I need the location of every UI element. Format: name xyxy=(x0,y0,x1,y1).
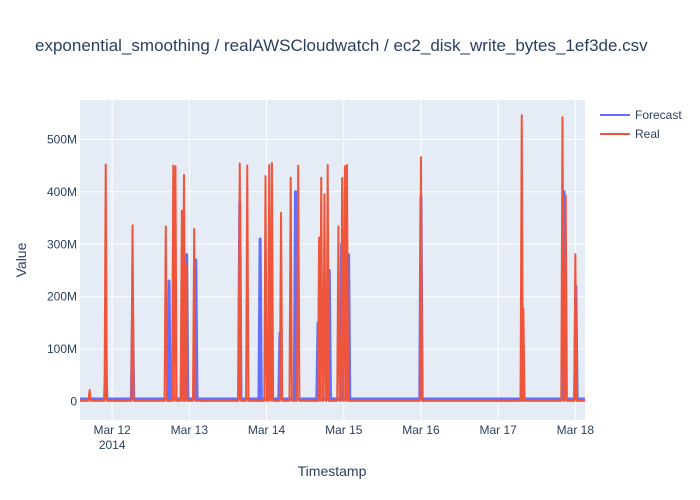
y-tick-label: 400M xyxy=(47,185,77,199)
data-point-real xyxy=(327,164,329,166)
x-tick-label: Mar 16 xyxy=(402,423,440,437)
y-tick-label: 300M xyxy=(47,237,77,251)
legend-label-real: Real xyxy=(635,127,660,141)
data-point-real xyxy=(239,162,241,165)
data-point-real xyxy=(521,114,523,116)
x-tick-label: Mar 14 xyxy=(248,423,286,437)
data-point-forecast xyxy=(294,191,297,193)
data-point-forecast xyxy=(186,254,188,256)
data-point-real xyxy=(193,228,195,230)
y-tick-label: 0 xyxy=(70,395,77,409)
data-point-real xyxy=(271,162,273,164)
data-point-real xyxy=(297,164,299,167)
x-tick-label: Mar 13 xyxy=(171,423,209,437)
x-tick-label: Mar 12 xyxy=(93,423,131,437)
data-point-forecast xyxy=(168,280,170,282)
data-point-real xyxy=(185,263,187,265)
data-point-real xyxy=(181,210,183,212)
data-point-real xyxy=(565,194,567,197)
plot-background xyxy=(80,100,585,420)
data-point-real xyxy=(318,236,320,239)
data-point-real xyxy=(280,212,282,214)
y-tick-label: 500M xyxy=(47,132,77,146)
series-line-real xyxy=(80,114,585,402)
data-point-real xyxy=(574,253,576,255)
series-layer xyxy=(80,114,585,402)
data-point-real xyxy=(290,177,292,179)
data-point-real xyxy=(246,164,248,167)
data-point-real xyxy=(172,164,174,167)
data-point-real xyxy=(420,156,422,158)
data-point-forecast xyxy=(195,259,197,261)
data-point-real xyxy=(183,174,185,176)
data-point-forecast xyxy=(259,238,261,240)
data-point-real xyxy=(323,193,326,196)
y-tick-label: 200M xyxy=(47,290,77,304)
data-point-real xyxy=(165,225,167,228)
data-point-real xyxy=(346,164,348,166)
data-point-real xyxy=(561,116,564,118)
y-axis-title: Value xyxy=(13,242,29,277)
data-point-real xyxy=(89,389,91,391)
x-tick-label: Mar 17 xyxy=(479,423,517,437)
data-point-real xyxy=(264,175,267,177)
x-tick-label: Mar 18 xyxy=(557,423,595,437)
data-point-real xyxy=(522,307,524,309)
data-point-real xyxy=(344,165,346,167)
x-tick-sublabel: 2014 xyxy=(99,438,126,452)
legend-label-forecast: Forecast xyxy=(635,108,682,122)
data-point-real xyxy=(268,164,270,166)
x-tick-label: Mar 15 xyxy=(325,423,363,437)
data-point-real xyxy=(341,177,343,179)
chart-title: exponential_smoothing / realAWSCloudwatc… xyxy=(35,36,648,55)
x-axis-title: Timestamp xyxy=(298,463,367,479)
data-point-real xyxy=(105,163,107,166)
data-point-real xyxy=(174,165,177,167)
data-point-real xyxy=(337,225,339,228)
data-point-real xyxy=(320,177,322,179)
data-point-real xyxy=(131,224,134,226)
y-tick-label: 100M xyxy=(47,342,77,356)
legend: Forecast Real xyxy=(600,108,682,141)
